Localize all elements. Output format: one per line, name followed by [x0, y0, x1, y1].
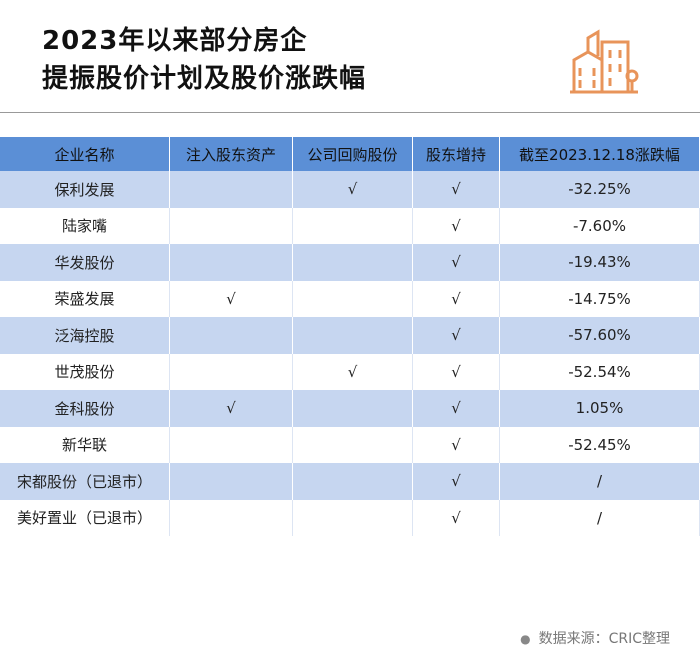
- table-cell: √: [293, 353, 413, 390]
- table-cell: √: [413, 171, 500, 208]
- table-cell: [170, 244, 293, 281]
- table-cell: √: [413, 499, 500, 536]
- table-cell: [293, 390, 413, 427]
- table-cell: -52.54%: [500, 353, 700, 390]
- table-cell: √: [413, 353, 500, 390]
- table-cell: 金科股份: [0, 390, 170, 427]
- table-cell: √: [413, 317, 500, 354]
- table-cell: [293, 426, 413, 463]
- header-row: 企业名称 注入股东资产 公司回购股份 股东增持 截至2023.12.18涨跌幅: [0, 137, 700, 171]
- source-note: 数据来源：CRIC整理: [520, 628, 670, 648]
- table-cell: √: [413, 207, 500, 244]
- header-cell: 注入股东资产: [170, 137, 293, 171]
- table-cell: 1.05%: [500, 390, 700, 427]
- table-cell: √: [170, 280, 293, 317]
- table-cell: 陆家嘴: [0, 207, 170, 244]
- table-cell: √: [413, 390, 500, 427]
- table-cell: √: [413, 426, 500, 463]
- header-cell: 截至2023.12.18涨跌幅: [500, 137, 700, 171]
- table-cell: 宋都股份（已退市）: [0, 463, 170, 500]
- table-cell: -19.43%: [500, 244, 700, 281]
- table-cell: [293, 463, 413, 500]
- table-cell: [170, 317, 293, 354]
- table-cell: [170, 207, 293, 244]
- table-cell: [293, 280, 413, 317]
- table-cell: 华发股份: [0, 244, 170, 281]
- table-cell: /: [500, 499, 700, 536]
- table-cell: -32.25%: [500, 171, 700, 208]
- header-cell: 企业名称: [0, 137, 170, 171]
- divider: [0, 112, 700, 113]
- table-row: 陆家嘴 √ -7.60%: [0, 207, 700, 244]
- table-cell: /: [500, 463, 700, 500]
- table-cell: [170, 171, 293, 208]
- table-row: 金科股份 √ √ 1.05%: [0, 390, 700, 427]
- table-cell: 新华联: [0, 426, 170, 463]
- title-line: 提振股价计划及股价涨跌幅: [42, 64, 367, 94]
- table-cell: [293, 499, 413, 536]
- table-cell: [170, 499, 293, 536]
- table-cell: 荣盛发展: [0, 280, 170, 317]
- table-row: 世茂股份 √ √ -52.54%: [0, 353, 700, 390]
- table-cell: [293, 244, 413, 281]
- table-cell: √: [293, 171, 413, 208]
- table-cell: √: [413, 244, 500, 281]
- table-cell: [170, 353, 293, 390]
- table-row: 美好置业（已退市） √ /: [0, 499, 700, 536]
- table-cell: -57.60%: [500, 317, 700, 354]
- table-cell: [170, 463, 293, 500]
- header-cell: 公司回购股份: [293, 137, 413, 171]
- title-line: 2023年以来部分房企: [42, 26, 308, 56]
- table-cell: √: [413, 280, 500, 317]
- table-cell: [293, 207, 413, 244]
- table-cell: [170, 426, 293, 463]
- table-cell: 世茂股份: [0, 353, 170, 390]
- table-row: 泛海控股 √ -57.60%: [0, 317, 700, 354]
- table-row: 保利发展 √ √ -32.25%: [0, 171, 700, 208]
- table-cell: [293, 317, 413, 354]
- header-cell: 股东增持: [413, 137, 500, 171]
- table-row: 华发股份 √ -19.43%: [0, 244, 700, 281]
- building-icon: [570, 29, 639, 94]
- table-row: 宋都股份（已退市） √ /: [0, 463, 700, 500]
- table-row: 新华联 √ -52.45%: [0, 426, 700, 463]
- table-cell: √: [413, 463, 500, 500]
- table-cell: √: [170, 390, 293, 427]
- table-row: 荣盛发展 √ √ -14.75%: [0, 280, 700, 317]
- table-cell: 泛海控股: [0, 317, 170, 354]
- table: 企业名称 注入股东资产 公司回购股份 股东增持 截至2023.12.18涨跌幅 保利发展 √…: [0, 137, 700, 536]
- table-cell: -7.60%: [500, 207, 700, 244]
- table-cell: -14.75%: [500, 280, 700, 317]
- table-cell: -52.45%: [500, 426, 700, 463]
- table-cell: 美好置业（已退市）: [0, 499, 170, 536]
- table-cell: 保利发展: [0, 171, 170, 208]
